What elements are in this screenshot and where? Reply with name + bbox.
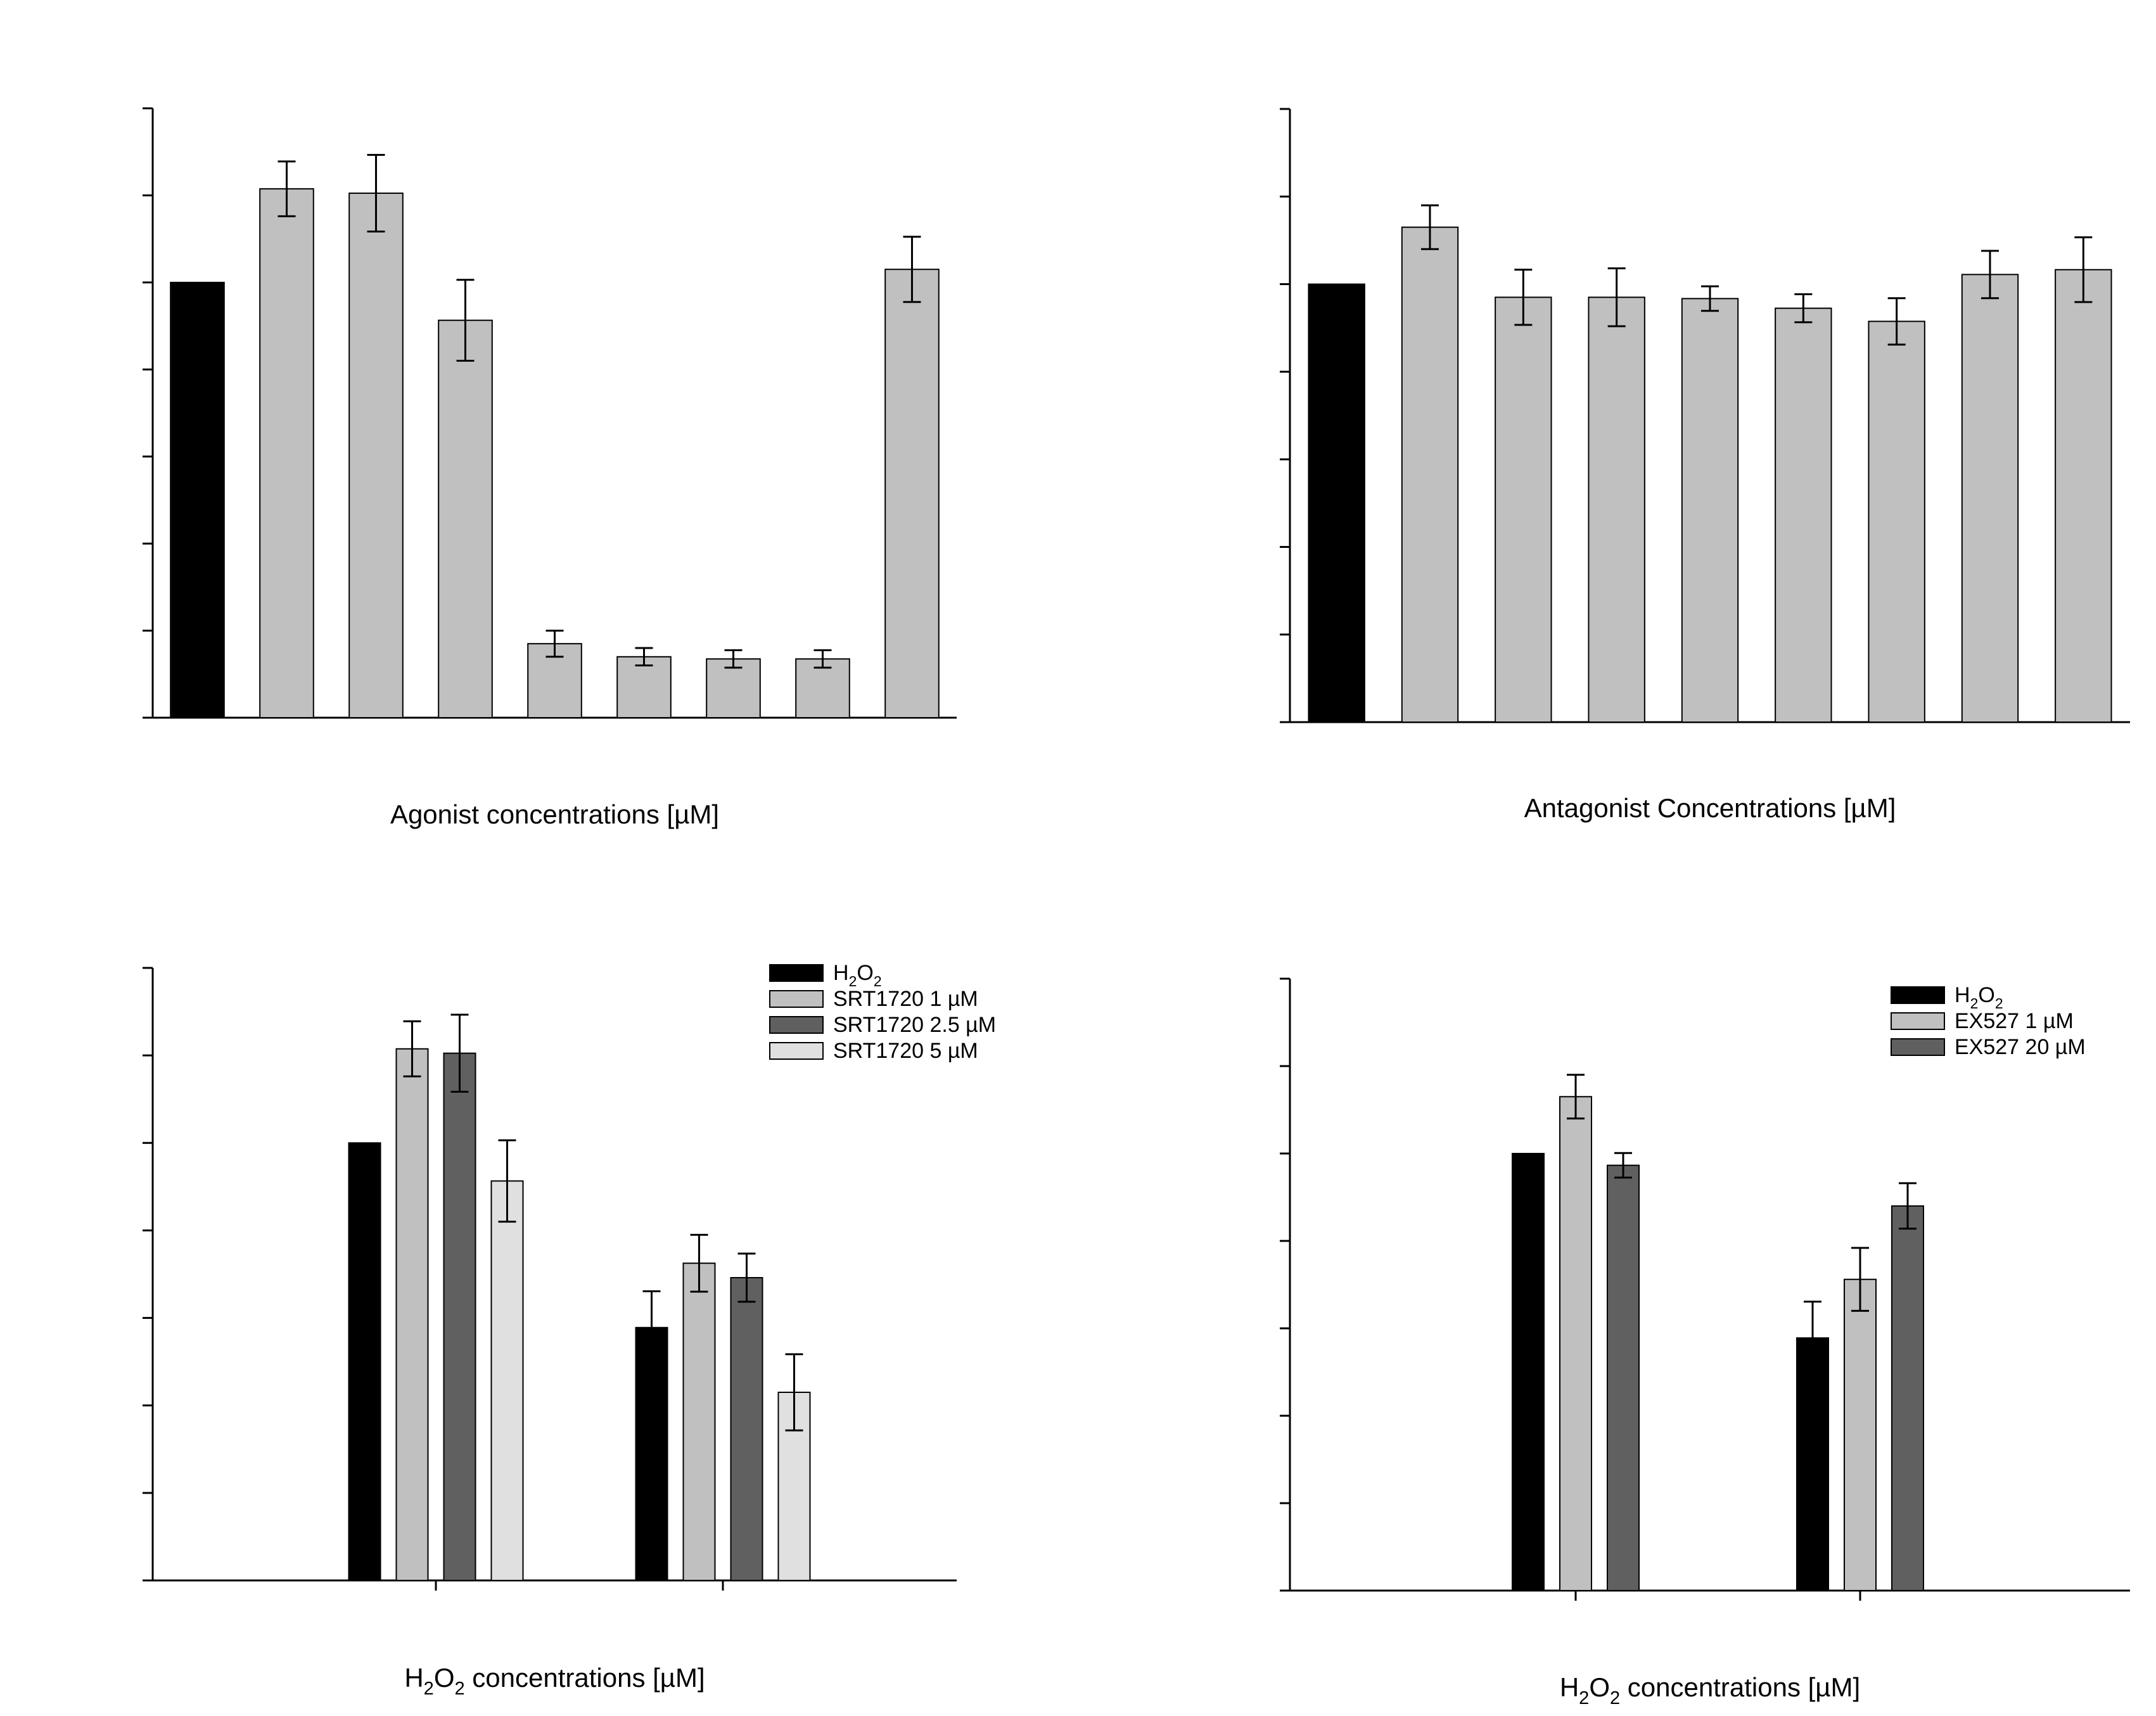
- bar: [1308, 283, 1365, 723]
- bar: [170, 281, 225, 719]
- panel-b: Antagonist Concentrations [µM]: [1280, 108, 2130, 823]
- legend-swatch: [769, 964, 824, 982]
- bar: [682, 1262, 716, 1582]
- bar: [259, 188, 314, 719]
- bar: [1868, 321, 1925, 723]
- x-axis-label: Antagonist Concentrations [µM]: [1524, 793, 1896, 823]
- bar: [730, 1277, 763, 1582]
- bar: [1844, 1278, 1877, 1591]
- bar: [706, 658, 761, 718]
- legend-label: SRT1720 5 µM: [833, 1039, 978, 1063]
- bar: [635, 1326, 668, 1581]
- bar: [1681, 298, 1739, 723]
- x-axis-label: H2O2 concentrations [µM]: [404, 1663, 705, 1699]
- legend-label: H2O2: [1955, 983, 2003, 1012]
- bar: [438, 319, 493, 719]
- bar: [884, 269, 940, 718]
- bar: [490, 1180, 524, 1581]
- legend-label: SRT1720 1 µM: [833, 987, 978, 1011]
- bar: [348, 192, 404, 718]
- legend-swatch: [1891, 1038, 1945, 1056]
- bar: [443, 1052, 476, 1582]
- x-axis-label: H2O2 concentrations [µM]: [1560, 1672, 1860, 1708]
- legend-swatch: [769, 990, 824, 1008]
- legend-label: EX527 20 µM: [1955, 1035, 2086, 1059]
- bar: [1512, 1153, 1545, 1591]
- bar: [1607, 1164, 1640, 1591]
- bar: [1775, 307, 1832, 723]
- legend-swatch: [1891, 986, 1945, 1004]
- bar: [1495, 296, 1552, 723]
- bar: [1401, 226, 1459, 723]
- legend-label: SRT1720 2.5 µM: [833, 1013, 996, 1037]
- bar: [1961, 274, 2019, 723]
- legend-label: EX527 1 µM: [1955, 1009, 2074, 1033]
- bar: [2055, 269, 2112, 723]
- panel-a: Agonist concentrations [µM]: [143, 107, 957, 829]
- bar: [1588, 296, 1645, 723]
- legend-swatch: [769, 1042, 824, 1060]
- bar: [348, 1142, 381, 1582]
- bar: [1891, 1205, 1924, 1592]
- legend-swatch: [769, 1016, 824, 1034]
- bar: [1559, 1096, 1592, 1592]
- bar: [1796, 1337, 1829, 1591]
- bar: [395, 1048, 429, 1581]
- legend-label: H2O2: [833, 961, 882, 989]
- x-axis-label: Agonist concentrations [µM]: [390, 799, 719, 829]
- legend-swatch: [1891, 1012, 1945, 1030]
